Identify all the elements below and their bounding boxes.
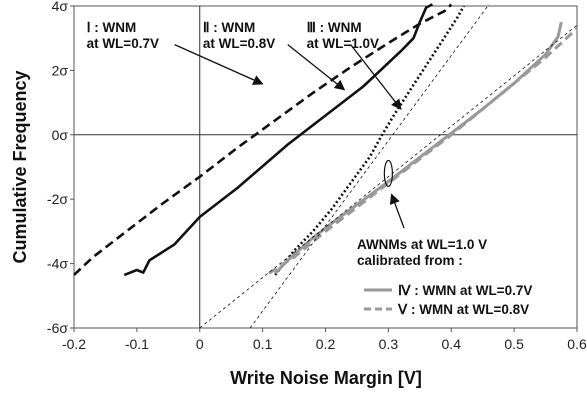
legend-label-1: Ⅳ : WMN at WL=0.7V (398, 283, 532, 298)
y-axis-title: Cumulative Frequency (10, 70, 30, 263)
series-line-3 (274, 5, 465, 276)
x-tick-label: 0.4 (442, 336, 462, 352)
annotation-ellipse (383, 159, 393, 188)
y-tick-label: -6σ (47, 320, 68, 336)
annotation-label-4: calibrated from : (357, 253, 463, 268)
axes: -0.2 -0.1 0 0.1 0.2 0.3 0.4 0.5 0.6 -6σ -4σ -2σ 0σ 2σ… (47, 0, 587, 352)
y-tick-label: -2σ (47, 191, 68, 207)
annotation-label-1: at WL=0.7V (87, 36, 159, 51)
series-line-2 (123, 3, 433, 277)
annotation-arrow-3 (350, 44, 402, 110)
annotation-label-2: Ⅱ : WNM (203, 20, 255, 35)
annotation-arrow-1 (174, 44, 264, 85)
x-tick-label: 0 (196, 336, 204, 352)
annotation-label-3: Ⅲ : WNM (307, 20, 362, 35)
series-line-7 (249, 4, 490, 329)
y-tick-label: 2σ (52, 62, 69, 78)
y-tick-label: 4σ (52, 0, 69, 14)
x-axis-title: Write Noise Margin [V] (230, 368, 422, 388)
x-tick-label: 0.6 (567, 336, 587, 352)
annotation-label-1: Ⅰ : WNM (87, 20, 137, 35)
x-tick-label: -0.1 (125, 336, 149, 352)
x-tick-label: 0.1 (253, 336, 273, 352)
series-group (73, 3, 579, 329)
x-tick-label: 0.2 (316, 336, 336, 352)
annotation-arrow-4 (389, 193, 405, 229)
annotation-label-4: AWNMs at WL=1.0 V (357, 237, 487, 252)
legend-label-2: Ⅴ : WMN at WL=0.8V (397, 302, 529, 317)
y-tick-label: 0σ (52, 127, 69, 143)
x-tick-label: 0.3 (379, 336, 399, 352)
legend: Ⅳ : WMN at WL=0.7V Ⅴ : WMN at WL=0.8V (364, 283, 532, 317)
y-tick-label: -4σ (47, 256, 68, 272)
x-tick-label: 0.5 (504, 336, 524, 352)
annotation-label-2: at WL=0.8V (203, 36, 275, 51)
x-tick-label: -0.2 (62, 336, 86, 352)
plot-area (73, 5, 578, 329)
annotation-label-3: at WL=1.0V (307, 36, 379, 51)
series-line-6 (199, 24, 578, 329)
annotation-arrow-2 (287, 44, 346, 91)
